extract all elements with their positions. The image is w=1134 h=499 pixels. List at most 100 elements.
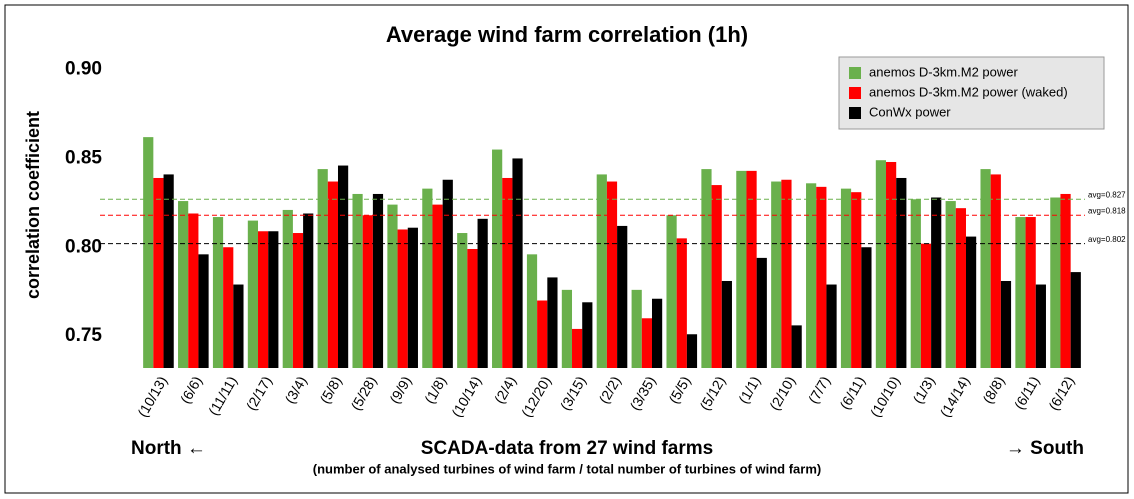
y-tick-label: 0.90: [65, 59, 102, 80]
reference-label: avg=0.827: [1088, 190, 1126, 199]
x-tick-label: (3/35): [627, 373, 659, 413]
x-axis-sublabel: (number of analysed turbines of wind far…: [313, 461, 821, 476]
bar: [771, 181, 782, 368]
y-axis-label: correlation coefficient: [23, 111, 43, 299]
legend-swatch: [849, 67, 861, 79]
frame: [4, 4, 1129, 494]
x-tick-label: (11/11): [205, 373, 240, 418]
bar: [407, 227, 418, 368]
bar: [467, 249, 478, 368]
bar: [327, 181, 338, 368]
bar: [292, 233, 304, 368]
x-tick-label: (2/17): [243, 373, 275, 413]
bar: [686, 334, 698, 368]
y-tick-label: 0.80: [65, 236, 102, 257]
bar: [666, 215, 677, 368]
bar: [617, 225, 628, 368]
bar: [631, 289, 642, 368]
bar: [1060, 193, 1071, 368]
bar: [1000, 280, 1012, 368]
bar: [188, 213, 199, 368]
x-tick-label: (5/28): [347, 373, 379, 413]
x-tick-label: (5/12): [696, 373, 728, 413]
x-tick-label: (6/6): [177, 373, 205, 406]
bar: [502, 177, 513, 368]
bar: [875, 160, 887, 368]
legend-swatch: [849, 87, 861, 99]
bar: [990, 174, 1001, 368]
x-tick-label: (6/11): [1011, 373, 1043, 412]
bar: [910, 199, 921, 368]
x-tick-label: (10/13): [134, 373, 170, 419]
bar: [526, 254, 538, 368]
bar: [372, 193, 384, 368]
bar: [233, 284, 244, 368]
legend-box: [838, 56, 1105, 130]
bar: [920, 243, 932, 368]
bar: [268, 231, 279, 368]
bar: [143, 137, 154, 368]
bar: [1025, 217, 1036, 368]
legend-label: anemos D-3km.M2 power (waked): [869, 84, 1068, 99]
bar: [701, 169, 712, 368]
x-tick-label: (12/20): [518, 373, 554, 419]
x-tick-label: (5/5): [665, 373, 693, 406]
x-tick-label: (1/1): [735, 373, 763, 406]
bar: [1015, 217, 1026, 368]
bar: [965, 236, 977, 368]
x-tick-label: (2/4): [491, 373, 519, 406]
bar: [806, 183, 817, 368]
bar: [676, 238, 687, 368]
x-tick-label: (6/12): [1045, 373, 1077, 413]
bar: [153, 177, 164, 368]
x-tick-label: (1/3): [910, 373, 938, 406]
bar: [492, 149, 503, 368]
bar: [931, 197, 942, 368]
legend-label: ConWx power: [869, 104, 951, 119]
bar: [422, 188, 433, 368]
bar: [746, 170, 757, 368]
x-label-left: North ←: [131, 438, 206, 459]
x-tick-label: (2/10): [766, 373, 798, 413]
x-label-right: → South: [1006, 438, 1084, 459]
bar: [432, 204, 443, 368]
bar: [651, 298, 663, 368]
bar: [477, 218, 488, 368]
bar: [258, 231, 269, 368]
bar: [826, 284, 837, 368]
x-tick-label: (5/8): [316, 373, 344, 406]
x-tick-label: (3/4): [282, 373, 310, 406]
bar: [512, 158, 523, 368]
bar: [537, 300, 548, 368]
bar: [711, 185, 722, 368]
bar: [736, 170, 747, 368]
bar: [840, 188, 852, 368]
bar: [457, 233, 468, 368]
bar: [945, 201, 956, 368]
bar: [861, 247, 872, 368]
x-tick-label: (3/15): [557, 373, 589, 413]
x-tick-label: (8/8): [979, 373, 1007, 406]
bar: [337, 165, 349, 368]
x-tick-label: (1/8): [421, 373, 449, 406]
bar: [317, 169, 328, 368]
bar: [641, 318, 652, 368]
bar: [1035, 284, 1046, 368]
bar: [1070, 272, 1081, 368]
bar: [198, 254, 209, 368]
x-tick-label: (10/10): [867, 373, 903, 419]
legend-swatch: [849, 107, 861, 119]
x-tick-label: (6/11): [836, 373, 868, 412]
x-tick-label: (14/14): [937, 373, 973, 419]
bar: [547, 277, 558, 368]
reference-label: avg=0.802: [1088, 235, 1126, 244]
bar: [362, 215, 373, 368]
bar: [442, 179, 453, 368]
bar: [163, 174, 174, 368]
bar: [303, 213, 314, 368]
bar: [721, 280, 732, 368]
legend-label: anemos D-3km.M2 power: [869, 64, 1018, 79]
bar: [582, 302, 593, 368]
bar: [352, 193, 363, 368]
x-tick-label: (7/7): [805, 373, 833, 406]
